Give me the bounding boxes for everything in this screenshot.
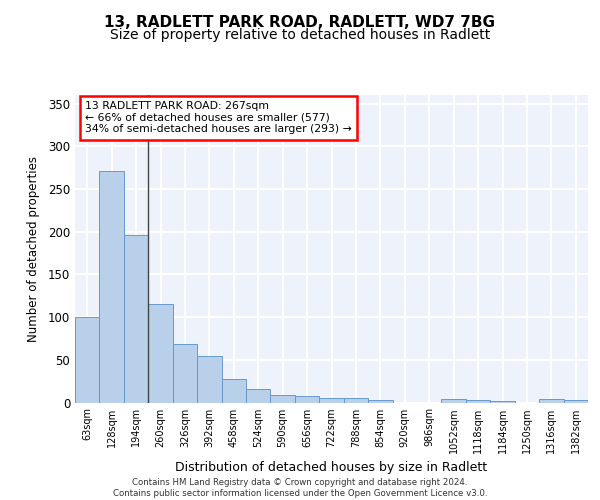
Text: Contains HM Land Registry data © Crown copyright and database right 2024.
Contai: Contains HM Land Registry data © Crown c… [113, 478, 487, 498]
Bar [124, 235, 148, 402]
Bar [539, 399, 563, 402]
Text: 13 RADLETT PARK ROAD: 267sqm
← 66% of detached houses are smaller (577)
34% of s: 13 RADLETT PARK ROAD: 267sqm ← 66% of de… [85, 101, 352, 134]
Bar [221, 380, 246, 402]
Text: 13, RADLETT PARK ROAD, RADLETT, WD7 7BG: 13, RADLETT PARK ROAD, RADLETT, WD7 7BG [104, 15, 496, 30]
Bar [466, 400, 490, 402]
Bar [75, 317, 100, 402]
Bar [246, 389, 271, 402]
Bar [100, 171, 124, 402]
Y-axis label: Number of detached properties: Number of detached properties [26, 156, 40, 342]
Bar [319, 398, 344, 402]
Bar [490, 401, 515, 402]
X-axis label: Distribution of detached houses by size in Radlett: Distribution of detached houses by size … [175, 461, 488, 474]
Bar [368, 400, 392, 402]
Bar [563, 400, 588, 402]
Bar [271, 395, 295, 402]
Bar [442, 399, 466, 402]
Bar [295, 396, 319, 402]
Bar [197, 356, 221, 403]
Bar [148, 304, 173, 402]
Bar [344, 398, 368, 402]
Bar [173, 344, 197, 403]
Text: Size of property relative to detached houses in Radlett: Size of property relative to detached ho… [110, 28, 490, 42]
